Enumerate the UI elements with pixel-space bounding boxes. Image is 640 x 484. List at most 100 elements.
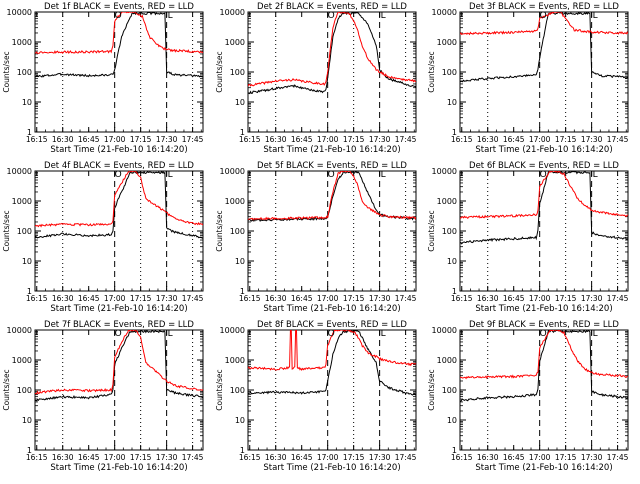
chart-panel-4: Det 4f BLACK = Events, RED = LLD 1 10 100 10… <box>2 161 204 314</box>
x-tick-label: 16:15 <box>239 453 261 462</box>
x-tick-label: 17:15 <box>130 294 152 303</box>
x-tick-label: 17:15 <box>343 135 365 144</box>
y-tick-label: 10000 <box>432 8 457 17</box>
x-tick-label: 17:30 <box>581 135 603 144</box>
y-tick-label: 100 <box>442 68 457 77</box>
x-axis-label: Start Time (21-Feb-10 16:14:20) <box>50 463 187 473</box>
series-line-events <box>460 12 628 83</box>
plot-frame <box>34 11 204 133</box>
chart-title: Det 3f BLACK = Events, RED = LLD <box>469 2 619 12</box>
x-tick-label: 16:45 <box>291 294 313 303</box>
y-tick-label: 1 <box>452 287 457 296</box>
x-tick-label: 16:45 <box>503 453 525 462</box>
x-axis-label: Start Time (21-Feb-10 16:14:20) <box>475 463 612 473</box>
x-tick-label: 17:15 <box>343 294 365 303</box>
y-tick-label: 1 <box>240 128 245 137</box>
y-tick-label: 10000 <box>220 8 245 17</box>
chart-panel-2: Det 2f BLACK = Events, RED = LLD 1 10 100 10… <box>215 2 417 155</box>
y-axis-label: Counts/sec <box>427 369 436 410</box>
x-tick-label: 16:45 <box>503 135 525 144</box>
y-tick-label: 1000 <box>437 197 457 206</box>
series-line-events <box>248 330 416 396</box>
y-axis-label: Counts/sec <box>215 210 224 251</box>
y-tick-label: 10 <box>22 257 32 266</box>
x-axis-label: Start Time (21-Feb-10 16:14:20) <box>263 463 400 473</box>
chart-panel-8: Det 8f BLACK = Events, RED = LLD 1 10 100 10… <box>215 320 417 473</box>
series-line-lld <box>248 171 416 221</box>
x-tick-label: 16:30 <box>52 453 74 462</box>
x-tick-label: 16:30 <box>477 453 499 462</box>
x-tick-label: 17:30 <box>369 453 391 462</box>
x-tick-label: 17:45 <box>395 135 417 144</box>
x-tick-label: 17:45 <box>607 453 629 462</box>
x-tick-label: 16:45 <box>78 453 100 462</box>
chart-title: Det 9f BLACK = Events, RED = LLD <box>469 320 619 330</box>
marker-o: O <box>540 11 547 21</box>
chart-title: Det 2f BLACK = Events, RED = LLD <box>257 2 407 12</box>
x-tick-label: 17:00 <box>317 453 339 462</box>
y-tick-label: 100 <box>230 227 245 236</box>
x-tick-label: 16:45 <box>78 135 100 144</box>
series-line-lld <box>248 12 416 87</box>
y-tick-label: 10 <box>22 416 32 425</box>
y-tick-label: 10000 <box>7 326 32 335</box>
y-tick-label: 10 <box>235 98 245 107</box>
y-tick-label: 1000 <box>225 356 245 365</box>
marker-l: L <box>381 170 386 180</box>
x-tick-label: 16:30 <box>265 135 287 144</box>
y-tick-label: 1 <box>240 446 245 455</box>
x-axis-label: Start Time (21-Feb-10 16:14:20) <box>50 145 187 155</box>
chart-title: Det 5f BLACK = Events, RED = LLD <box>257 161 407 171</box>
chart-title: Det 1f BLACK = Events, RED = LLD <box>44 2 194 12</box>
y-tick-label: 10000 <box>432 326 457 335</box>
x-axis-label: Start Time (21-Feb-10 16:14:20) <box>475 304 612 314</box>
y-tick-label: 10000 <box>220 326 245 335</box>
y-tick-label: 1000 <box>225 38 245 47</box>
y-tick-label: 100 <box>230 68 245 77</box>
series-line-events <box>460 171 628 245</box>
marker-l: L <box>381 11 386 21</box>
y-tick-label: 1 <box>452 128 457 137</box>
x-tick-label: 17:00 <box>104 135 126 144</box>
x-tick-label: 17:30 <box>156 135 178 144</box>
x-tick-label: 17:45 <box>182 453 204 462</box>
y-tick-label: 10 <box>235 416 245 425</box>
y-tick-label: 10 <box>447 98 457 107</box>
x-tick-label: 16:30 <box>265 453 287 462</box>
x-tick-label: 17:00 <box>529 294 551 303</box>
series-line-lld <box>35 12 203 55</box>
chart-panel-6: Det 6f BLACK = Events, RED = LLD 1 10 100 10… <box>427 161 629 314</box>
chart-title: Det 7f BLACK = Events, RED = LLD <box>44 320 194 330</box>
y-tick-label: 10 <box>447 257 457 266</box>
chart-panel-1: Det 1f BLACK = Events, RED = LLD 1 10 100 10… <box>2 2 204 155</box>
y-tick-label: 10 <box>447 416 457 425</box>
x-tick-label: 16:15 <box>451 294 473 303</box>
x-axis-label: Start Time (21-Feb-10 16:14:20) <box>263 304 400 314</box>
marker-l: L <box>168 11 173 21</box>
x-tick-label: 16:15 <box>26 135 48 144</box>
plot-frame <box>247 170 417 292</box>
plot-frame <box>247 329 417 451</box>
plot-frame <box>247 11 417 133</box>
x-tick-label: 17:45 <box>182 135 204 144</box>
series-line-lld <box>460 330 628 380</box>
x-tick-label: 16:15 <box>26 453 48 462</box>
y-tick-label: 1000 <box>437 38 457 47</box>
marker-l: L <box>593 170 598 180</box>
y-tick-label: 1 <box>27 287 32 296</box>
series-line-lld <box>248 330 416 371</box>
x-tick-label: 17:15 <box>555 453 577 462</box>
y-tick-label: 1 <box>27 446 32 455</box>
y-tick-label: 10000 <box>7 167 32 176</box>
y-tick-label: 10000 <box>220 167 245 176</box>
y-axis-label: Counts/sec <box>2 369 11 410</box>
x-tick-label: 17:00 <box>529 453 551 462</box>
y-tick-label: 10000 <box>7 8 32 17</box>
y-tick-label: 100 <box>442 227 457 236</box>
y-tick-label: 1000 <box>225 197 245 206</box>
x-tick-label: 17:15 <box>130 135 152 144</box>
x-tick-label: 17:45 <box>395 294 417 303</box>
marker-l: L <box>593 11 598 21</box>
x-tick-label: 16:45 <box>503 294 525 303</box>
chart-panel-7: Det 7f BLACK = Events, RED = LLD 1 10 100 10… <box>2 320 204 473</box>
